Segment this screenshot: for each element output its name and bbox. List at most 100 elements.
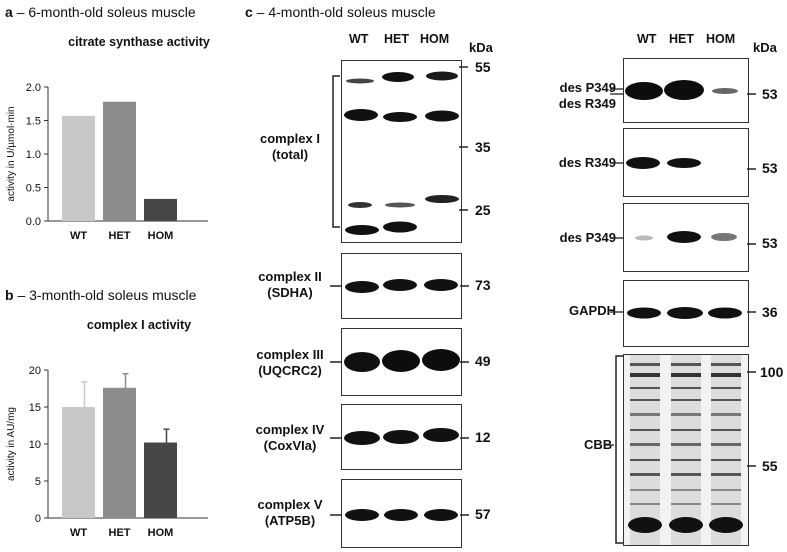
lane-hom-right: HOM [706, 32, 736, 46]
x-tick-label: HOM [148, 230, 174, 242]
panel-c-title-text: – 4-month-old soleus muscle [252, 4, 436, 20]
tick-complex-iv-left [330, 437, 342, 439]
tick-complex-iii-right [460, 361, 469, 363]
x-tick-label: HET [109, 527, 131, 539]
label-complex-i-line2: (total) [271, 147, 309, 162]
y-axis-label: activity in AU/mg [6, 407, 17, 481]
panel-a-title: a – 6-month-old soleus muscle [5, 4, 196, 20]
label-gapdh: GAPDH [569, 303, 616, 318]
gel-cbb [623, 354, 749, 546]
tick-gapdh [610, 311, 624, 313]
lane-wt-left: WT [349, 32, 369, 46]
kda-left: kDa [469, 40, 493, 55]
bar-hom [144, 198, 177, 221]
y-tick-label: 15 [29, 402, 41, 414]
label-complex-i-line1: complex I [260, 131, 320, 146]
label-complex-ii-line1: complex II [258, 269, 322, 284]
mw-55-complex-i: 55 [475, 59, 491, 75]
label-des-p349-top: des P349 [559, 80, 616, 95]
y-tick-label: 1.0 [26, 149, 41, 161]
blot-des-p349 [623, 203, 749, 272]
x-tick-label: WT [70, 230, 87, 242]
panel-a-letter: a [5, 4, 13, 20]
complex-i-ticks [459, 66, 468, 211]
blot-complex-iv [341, 404, 462, 470]
kda-right: kDa [753, 40, 777, 55]
x-tick-label: WT [70, 527, 87, 539]
bar-wt [62, 407, 95, 518]
y-axis-label: activity in U/µmol·min [6, 106, 17, 201]
y-tick-label: 0.5 [26, 183, 41, 195]
y-tick-label: 20 [29, 365, 41, 377]
tick-des-p349-right [747, 243, 756, 245]
blot-gapdh [623, 280, 749, 347]
tick-complex-ii-right [460, 285, 469, 287]
lane-hom-left: HOM [420, 32, 450, 46]
blot-complex-iii [341, 328, 462, 396]
y-tick-label: 0.0 [26, 216, 41, 228]
label-complex-ii-line2: (SDHA) [267, 285, 313, 300]
mw-36: 36 [762, 304, 778, 320]
blot-des-p349-r349 [623, 58, 749, 123]
tick-cbb [604, 444, 614, 446]
bar-wt [62, 115, 95, 221]
y-tick-label: 10 [29, 439, 41, 451]
mw-49: 49 [475, 353, 491, 369]
blot-complex-ii [341, 253, 462, 319]
label-complex-iv: complex IV (CoxVIa) [250, 422, 330, 454]
complex-i-activity-chart: 0 5 10 15 20 activity in AU/mg WT HET HOM [6, 365, 208, 539]
mw-73: 73 [475, 277, 491, 293]
label-des-r349: des R349 [558, 155, 616, 170]
tick-complex-v-left [330, 514, 342, 516]
mw-53-r349: 53 [762, 160, 778, 176]
blot-des-r349 [623, 128, 749, 197]
mw-12: 12 [475, 429, 491, 445]
x-tick-label: HET [109, 230, 131, 242]
bar-hom [144, 442, 177, 518]
y-tick-label: 5 [35, 476, 41, 488]
tick-complex-iii-left [330, 361, 342, 363]
mw-35-complex-i: 35 [475, 139, 491, 155]
y-tick-label: 1.5 [26, 116, 41, 128]
tick-des-combined [610, 88, 624, 95]
label-complex-iii: complex III (UQCRC2) [244, 347, 336, 379]
x-tick-label: HOM [148, 527, 174, 539]
mw-100: 100 [760, 364, 784, 380]
cbb-bracket [615, 355, 623, 544]
mw-53-p349: 53 [762, 235, 778, 251]
y-tick-label: 2.0 [26, 82, 41, 94]
label-complex-v-line1: complex V [257, 497, 323, 512]
tick-cbb-right [747, 371, 756, 467]
label-des-r349-top: des R349 [558, 96, 616, 111]
tick-complex-ii-left [330, 285, 342, 287]
label-des-combined: des P349 des R349 [536, 80, 616, 112]
blot-complex-i [341, 60, 462, 243]
label-cbb: CBB [584, 437, 613, 452]
label-complex-iv-line1: complex IV [255, 422, 325, 437]
tick-complex-iv-right [460, 437, 469, 439]
mw-57: 57 [475, 506, 491, 522]
lane-het-left: HET [384, 32, 409, 46]
panel-b-title-text: – 3-month-old soleus muscle [13, 287, 197, 303]
chart-b-title: complex I activity [86, 318, 192, 332]
label-complex-i: complex I (total) [250, 131, 330, 163]
label-complex-ii: complex II (SDHA) [250, 269, 330, 301]
mw-53-combined: 53 [762, 86, 778, 102]
chart-a-title: citrate synthase activity [68, 35, 210, 49]
label-complex-iii-line2: (UQCRC2) [258, 363, 322, 378]
tick-des-r349-right [747, 168, 756, 170]
tick-des-combined-right [747, 93, 756, 95]
panel-b-letter: b [5, 287, 14, 303]
citrate-synthase-chart: 0.0 0.5 1.0 1.5 2.0 activity in U/µmol·min WT H… [6, 82, 208, 242]
mw-25-complex-i: 25 [475, 202, 491, 218]
blot-complex-v [341, 479, 462, 548]
y-tick-label: 0 [35, 513, 41, 525]
label-complex-v: complex V (ATP5B) [250, 497, 330, 529]
tick-des-r349 [610, 162, 624, 164]
panel-b-title: b – 3-month-old soleus muscle [5, 287, 196, 303]
panel-c-title: c – 4-month-old soleus muscle [245, 4, 436, 20]
tick-complex-v-right [460, 514, 469, 516]
label-des-p349: des P349 [559, 230, 616, 245]
label-complex-iii-line1: complex III [256, 347, 324, 362]
mw-55-cbb: 55 [762, 458, 778, 474]
